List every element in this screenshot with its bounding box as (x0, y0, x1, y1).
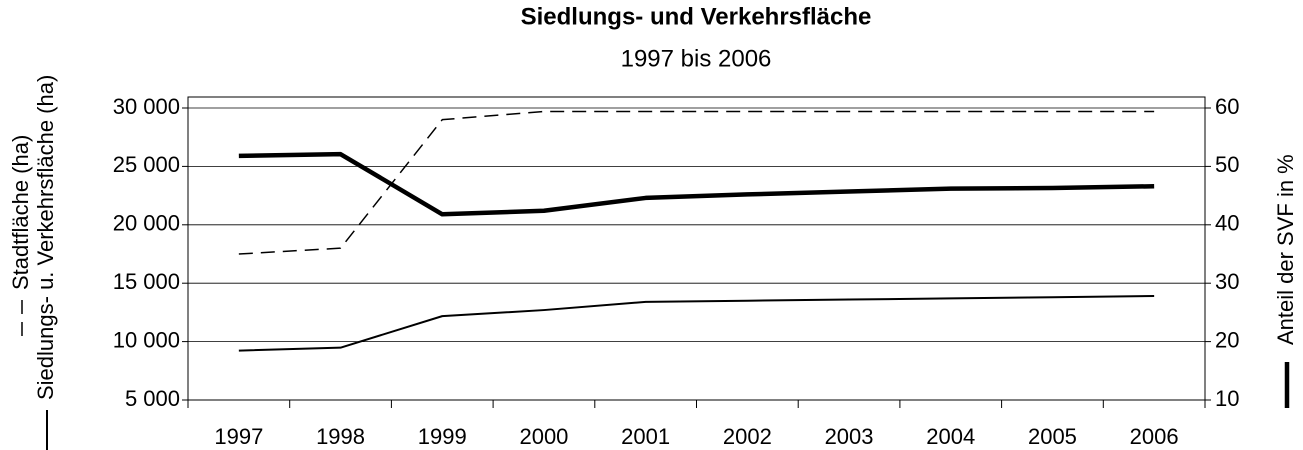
series-line (238, 110, 1155, 255)
x-tick-label: 2003 (825, 424, 874, 449)
x-tick-label: 1998 (316, 424, 365, 449)
x-tick-label: 1997 (214, 424, 263, 449)
chart-subtitle: 1997 bis 2006 (621, 45, 772, 72)
x-tick-label: 2005 (1028, 424, 1077, 449)
axis-legend-label: Stadtfläche (ha) (8, 135, 33, 290)
chart-title: Siedlungs- und Verkehrsfläche (521, 3, 872, 30)
series-line (238, 295, 1155, 352)
y-tick-label: 5 000 (125, 386, 180, 411)
y-tick-label: 20 000 (113, 211, 180, 236)
series-line (238, 151, 1155, 217)
y-tick-label: 25 000 (113, 152, 180, 177)
y2-tick-label: 20 (1215, 327, 1239, 352)
x-tick-label: 2001 (621, 424, 670, 449)
x-tick-label: 2004 (926, 424, 975, 449)
x-tick-label: 2006 (1130, 424, 1179, 449)
y2-tick-label: 60 (1215, 94, 1239, 119)
y-tick-label: 30 000 (113, 94, 180, 119)
x-tick-label: 1999 (418, 424, 467, 449)
x-tick-label: 2002 (723, 424, 772, 449)
axis-legend-label: Siedlungs- u. Verkehrsfläche (ha) (33, 75, 58, 400)
axis-legend-label: Anteil der SVF in % (1273, 154, 1298, 345)
y-tick-label: 15 000 (113, 269, 180, 294)
y2-tick-label: 10 (1215, 386, 1239, 411)
y-tick-label: 10 000 (113, 327, 180, 352)
y2-tick-label: 50 (1215, 152, 1239, 177)
y2-tick-label: 40 (1215, 211, 1239, 236)
y2-tick-label: 30 (1215, 269, 1239, 294)
x-tick-label: 2000 (519, 424, 568, 449)
